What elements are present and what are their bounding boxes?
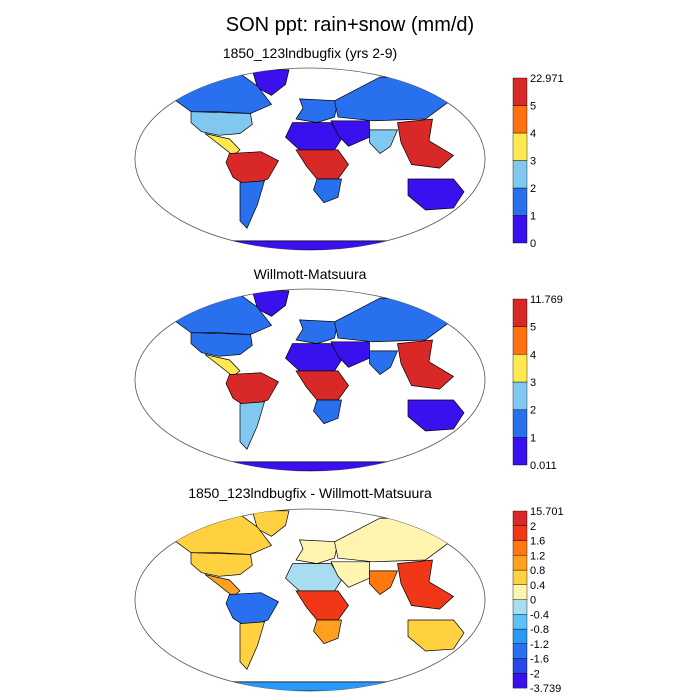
colorbar-bin — [512, 326, 528, 355]
colorbar-bin — [512, 510, 528, 527]
region-central-america — [204, 574, 241, 597]
colorbar-tick-label: 1.2 — [530, 550, 545, 562]
colorbar-tick-label: 1.6 — [530, 536, 545, 548]
colorbar: 15.701 2 1.6 1.2 0.8 0.4 0 -0.4 -0.8 -1.2 -1.6 -2 -3… — [512, 506, 564, 695]
colorbar-bin — [512, 298, 528, 327]
region-antarctica — [169, 461, 451, 471]
region-australia — [407, 399, 465, 432]
region-antarctica — [169, 681, 451, 691]
region-southeast-asia — [397, 339, 455, 390]
colorbar-tick-label: 3 — [530, 156, 536, 168]
colorbar-tick-label: 0 — [530, 238, 536, 250]
colorbar-bin — [512, 77, 528, 106]
region-greenland — [251, 69, 290, 96]
colorbar-bin — [512, 569, 528, 586]
colorbar-bin — [512, 409, 528, 438]
panel-title: 1850_123lndbugfix (yrs 2-9) — [223, 45, 397, 61]
region-middle-east — [330, 120, 370, 147]
panel-title: 1850_123lndbugfix - Willmott-Matsuura — [188, 485, 432, 501]
region-middle-east — [330, 561, 370, 588]
colorbar-tick-label: 4 — [530, 128, 536, 140]
colorbar-tick-label: 1 — [530, 211, 536, 223]
colorbar-bin — [512, 599, 528, 615]
colorbar-tick-label: -0.4 — [530, 609, 549, 621]
colorbar-tick-label: -3.739 — [530, 683, 561, 695]
region-india — [369, 129, 399, 154]
region-united-states — [190, 552, 253, 577]
colorbar-bin — [512, 354, 528, 383]
colorbar-tick-label: -1.2 — [530, 639, 549, 651]
region-antarctica — [169, 240, 451, 250]
region-southern-africa — [313, 178, 342, 204]
colorbar-tick-label: -2 — [530, 668, 540, 680]
colorbar-bin — [512, 658, 528, 674]
region-united-states — [190, 111, 253, 136]
colorbar-bin — [512, 525, 528, 541]
region-southeast-asia — [397, 559, 455, 610]
colorbar-tick-label: 4 — [530, 349, 536, 361]
colorbar-tick-label: 15.701 — [530, 506, 564, 518]
region-southern-south-america — [239, 180, 265, 229]
colorbar-tick-label: 2 — [530, 405, 536, 417]
region-middle-east — [330, 341, 370, 368]
region-southern-africa — [313, 619, 342, 645]
region-australia — [407, 178, 465, 211]
colorbar-tick-label: 0.8 — [530, 565, 545, 577]
region-central-america — [204, 354, 241, 377]
colorbar-bin — [512, 584, 528, 600]
map-panel-3: 1850_123lndbugfix - Willmott-Matsuura 15.… — [134, 485, 564, 695]
region-southern-south-america — [239, 401, 265, 450]
colorbar-tick-label: -1.6 — [530, 654, 549, 666]
colorbar-tick-label: 1 — [530, 432, 536, 444]
colorbar-bin — [512, 643, 528, 659]
map-panel-1: 1850_123lndbugfix (yrs 2-9) 22.971 5 4 3 2 1 0 — [134, 45, 564, 251]
colorbar-tick-label: -0.8 — [530, 624, 549, 636]
colorbar: 11.769 5 4 3 2 1 0.011 — [512, 294, 563, 472]
colorbar-tick-label: 2 — [530, 183, 536, 195]
region-greenland — [251, 510, 290, 537]
colorbar-bin — [512, 673, 528, 689]
map-panel-2: Willmott-Matsuura 11.769 5 4 3 2 1 0.011 — [134, 266, 563, 472]
colorbar-bin — [512, 160, 528, 189]
colorbar-tick-label: 22.971 — [530, 73, 564, 85]
colorbar-bin — [512, 628, 528, 645]
colorbar-tick-label: 3 — [530, 377, 536, 389]
colorbar-bin — [512, 540, 528, 556]
colorbar-tick-label: 0 — [530, 595, 536, 607]
colorbar-bin — [512, 105, 528, 134]
colorbar-bin — [512, 614, 528, 630]
panel-title: Willmott-Matsuura — [254, 266, 367, 282]
figure-title: SON ppt: rain+snow (mm/d) — [225, 14, 475, 36]
colorbar-tick-label: 0.011 — [530, 460, 557, 472]
colorbar-tick-label: 2 — [530, 521, 536, 533]
colorbar-bin — [512, 437, 528, 466]
region-southern-africa — [313, 399, 342, 425]
colorbar-tick-label: 5 — [530, 101, 536, 113]
colorbar: 22.971 5 4 3 2 1 0 — [512, 73, 564, 250]
colorbar-bin — [512, 215, 528, 244]
region-india — [369, 350, 399, 375]
colorbar-tick-label: 5 — [530, 322, 536, 334]
region-india — [369, 570, 399, 595]
region-southeast-asia — [397, 118, 455, 169]
region-greenland — [251, 290, 290, 317]
colorbar-bin — [512, 132, 528, 161]
colorbar-bin — [512, 555, 528, 571]
colorbar-tick-label: 11.769 — [530, 294, 563, 306]
region-united-states — [190, 332, 253, 357]
region-central-america — [204, 133, 241, 156]
colorbar-bin — [512, 187, 528, 216]
colorbar-tick-label: 0.4 — [530, 580, 545, 592]
region-australia — [407, 619, 465, 652]
region-southern-south-america — [239, 621, 265, 670]
colorbar-bin — [512, 381, 528, 410]
